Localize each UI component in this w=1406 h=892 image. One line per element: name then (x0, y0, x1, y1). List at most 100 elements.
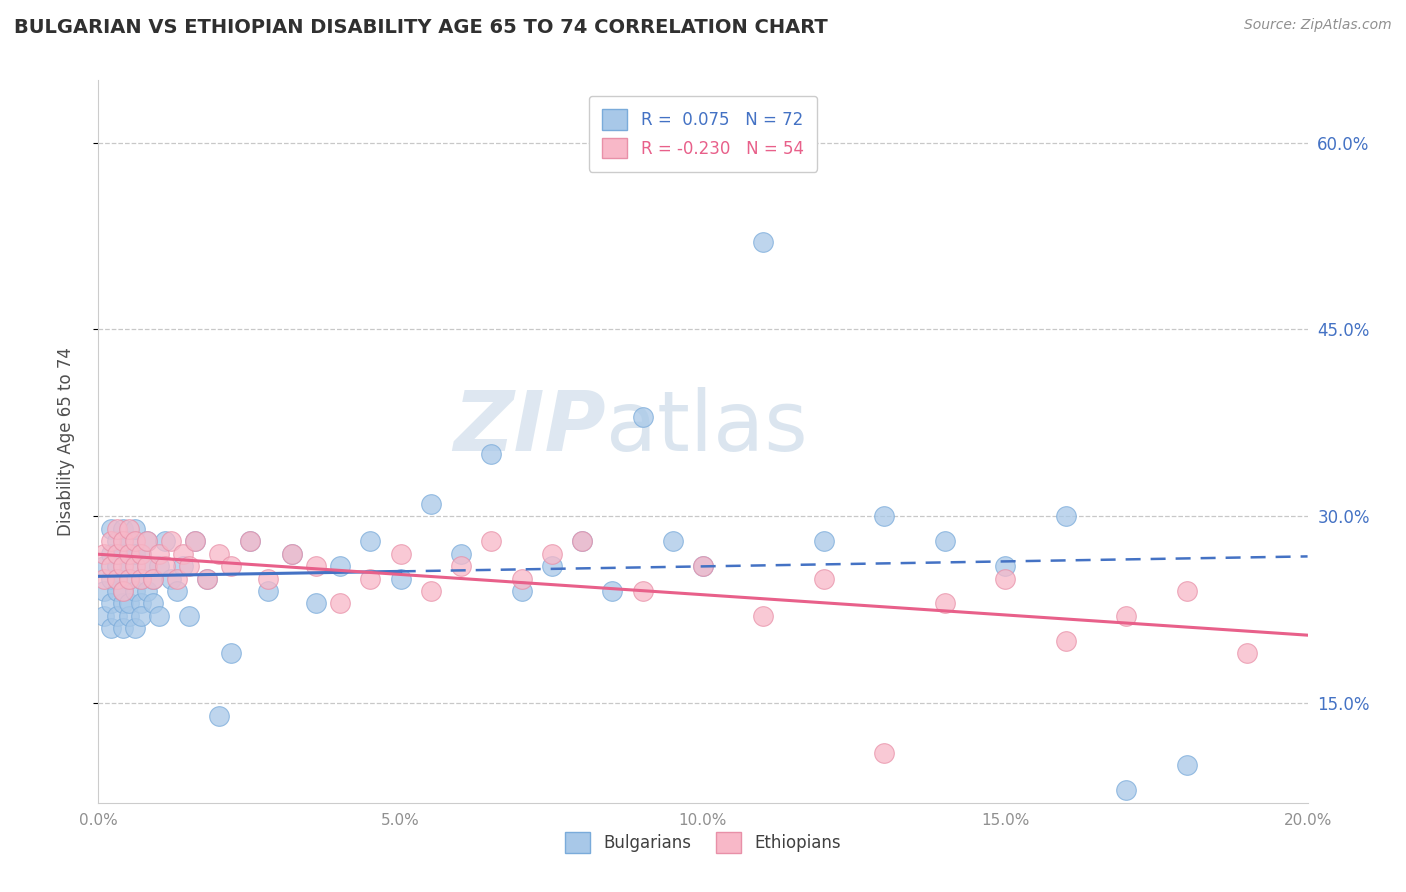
Point (142, 572, 165, 586)
Point (153, 534, 176, 549)
Point (994, 572, 1017, 586)
Point (148, 559, 170, 574)
Point (93, 547, 115, 561)
Point (934, 534, 956, 549)
Point (1175, 758, 1198, 772)
Point (329, 597, 352, 611)
Point (450, 559, 472, 574)
Point (934, 597, 956, 611)
Point (481, 534, 503, 549)
Point (129, 572, 152, 586)
Text: ZIP: ZIP (454, 386, 606, 467)
Point (305, 597, 328, 611)
Point (661, 534, 683, 549)
Point (1115, 609, 1137, 624)
Point (105, 522, 128, 536)
Point (111, 621, 134, 635)
Point (135, 534, 157, 549)
Point (93, 609, 115, 624)
Point (118, 572, 141, 586)
Point (105, 559, 128, 574)
Point (360, 572, 382, 586)
Point (752, 235, 775, 250)
Point (195, 572, 218, 586)
Point (118, 609, 141, 624)
Point (994, 559, 1017, 574)
Legend: Bulgarians, Ethiopians: Bulgarians, Ethiopians (558, 826, 848, 860)
Point (221, 559, 243, 574)
Point (172, 559, 194, 574)
Point (208, 708, 231, 723)
Point (481, 447, 503, 461)
Point (129, 572, 152, 586)
Point (135, 534, 157, 549)
Point (118, 547, 141, 561)
Point (105, 572, 128, 586)
Point (118, 597, 141, 611)
Point (510, 584, 533, 599)
Point (166, 584, 188, 599)
Point (873, 509, 896, 524)
Point (124, 547, 146, 561)
Point (100, 597, 122, 611)
Point (813, 572, 835, 586)
Point (281, 547, 304, 561)
Point (100, 621, 122, 635)
Point (166, 572, 188, 586)
Point (160, 572, 183, 586)
Point (129, 609, 152, 624)
Point (631, 409, 654, 424)
Point (692, 559, 714, 574)
Point (692, 559, 714, 574)
Point (571, 534, 593, 549)
Point (208, 547, 231, 561)
Point (100, 559, 122, 574)
Point (142, 597, 165, 611)
Point (631, 584, 654, 599)
Point (813, 534, 835, 549)
Point (1175, 584, 1198, 599)
Point (124, 522, 146, 536)
Point (135, 584, 157, 599)
Text: Source: ZipAtlas.com: Source: ZipAtlas.com (1244, 18, 1392, 32)
Point (1054, 633, 1077, 648)
Point (571, 534, 593, 549)
Point (135, 559, 157, 574)
Point (281, 547, 304, 561)
Point (179, 559, 201, 574)
Point (93, 572, 115, 586)
Point (239, 534, 262, 549)
Point (105, 572, 128, 586)
Point (329, 559, 352, 574)
Point (105, 534, 128, 549)
Point (360, 534, 382, 549)
Text: atlas: atlas (606, 386, 808, 467)
Point (256, 584, 278, 599)
Point (118, 559, 141, 574)
Point (100, 547, 122, 561)
Point (1236, 646, 1258, 660)
Point (105, 584, 128, 599)
Point (105, 609, 128, 624)
Point (129, 547, 152, 561)
Point (111, 534, 134, 549)
Point (450, 547, 472, 561)
Point (1054, 509, 1077, 524)
Point (111, 597, 134, 611)
Point (135, 559, 157, 574)
Point (100, 534, 122, 549)
Point (510, 572, 533, 586)
Point (239, 534, 262, 549)
Point (129, 597, 152, 611)
Point (93, 584, 115, 599)
Point (420, 497, 443, 511)
Point (256, 572, 278, 586)
Point (540, 559, 562, 574)
Point (1115, 783, 1137, 797)
Point (420, 584, 443, 599)
Point (124, 534, 146, 549)
Point (111, 522, 134, 536)
Point (179, 609, 201, 624)
Point (124, 559, 146, 574)
Point (184, 534, 207, 549)
